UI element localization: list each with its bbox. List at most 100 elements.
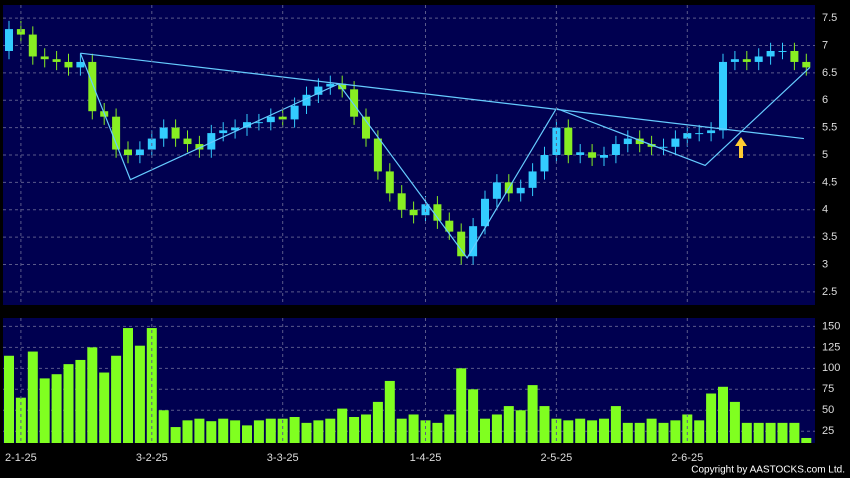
candle-body (5, 29, 13, 51)
volume-bar (789, 422, 800, 443)
volume-bar (765, 422, 776, 443)
candle-body (112, 116, 121, 150)
candle-body (481, 198, 489, 227)
candle-body (707, 130, 716, 134)
volume-bar (539, 406, 550, 443)
volume-bar (230, 420, 241, 443)
candle-body (350, 89, 359, 117)
y-tick-label: 75 (822, 383, 834, 395)
y-tick-label: 5.5 (822, 122, 837, 134)
candle-body (135, 149, 144, 155)
candle-body (373, 138, 382, 172)
candle-body (540, 155, 549, 172)
candle-body (671, 138, 680, 147)
volume-bar (551, 418, 562, 443)
x-tick-label: 1-4-25 (410, 452, 442, 464)
volume-bar (610, 406, 621, 443)
y-tick-label: 4.5 (822, 176, 837, 188)
y-tick-label: 150 (822, 320, 840, 332)
candle-body (492, 182, 501, 199)
candle-body (659, 146, 668, 148)
volume-bar (242, 425, 252, 443)
volume-bar (729, 401, 740, 443)
candle-body (564, 127, 573, 155)
y-tick-label: 25 (822, 425, 834, 437)
y-tick-label: 2.5 (822, 286, 837, 298)
volume-bar (4, 355, 14, 443)
candle-body (576, 152, 585, 155)
x-tick-label: 3-3-25 (267, 452, 299, 464)
footer: Copyright by AASTOCKS.com Ltd. (691, 465, 845, 476)
candle-body (790, 50, 799, 62)
candle-body (635, 138, 644, 145)
volume-bar (491, 414, 502, 443)
candle-body (385, 171, 394, 194)
volume-bar (182, 420, 193, 443)
volume-bar (456, 368, 467, 443)
candle-body (611, 144, 620, 155)
volume-bar (337, 408, 348, 443)
volume-bar (634, 422, 645, 443)
candle-body (754, 56, 763, 62)
volume-bar (134, 345, 145, 443)
candle-body (742, 59, 751, 62)
candle-body (231, 127, 240, 131)
candle-body (124, 149, 132, 155)
volume-bar (801, 437, 812, 443)
volume-bar (265, 418, 276, 443)
candle-body (683, 133, 692, 139)
volume-bar (599, 418, 609, 443)
candle-body (338, 83, 347, 90)
candle-body (207, 133, 216, 150)
volume-bar (277, 418, 288, 443)
volume-bar (99, 372, 110, 443)
volume-bar (420, 420, 431, 443)
candle-body (88, 61, 97, 112)
candle-body (623, 138, 632, 145)
volume-bar (408, 414, 419, 443)
volume-bar (384, 380, 395, 443)
candle-body (469, 226, 478, 257)
volume-bar (658, 422, 669, 443)
candle-body (52, 59, 61, 62)
candle-body (528, 171, 537, 188)
candle-body (766, 50, 775, 57)
volume-bar (75, 359, 86, 443)
candle-body (28, 34, 37, 57)
x-tick-label: 2-6-25 (671, 452, 703, 464)
volume-bar (349, 416, 360, 443)
volume-bar (51, 374, 62, 443)
candle-body (195, 144, 204, 150)
y-tick-label: 6.5 (822, 67, 837, 79)
x-tick-label: 2-5-25 (541, 452, 573, 464)
volume-bar (432, 422, 443, 443)
candle-body (314, 86, 323, 95)
y-tick-label: 5 (822, 149, 828, 161)
volume-bar (313, 420, 324, 443)
volume-bar (325, 418, 336, 443)
candle-body (243, 122, 251, 128)
candle-body (457, 231, 466, 257)
candle-body (266, 116, 275, 123)
candle-body (40, 56, 49, 60)
y-tick-label: 7 (822, 39, 828, 51)
candle-body (730, 59, 739, 62)
volume-bar (622, 422, 633, 443)
volume-bar (646, 418, 657, 443)
volume-bar (587, 420, 598, 443)
candle-body (159, 127, 168, 139)
volume-bar (575, 418, 586, 443)
x-tick-label: 3-2-25 (136, 452, 168, 464)
volume-bar (253, 420, 264, 443)
volume-bar (694, 420, 705, 443)
volume-bar (444, 414, 455, 443)
volume-bar (718, 386, 728, 443)
candle-body (778, 50, 787, 52)
candle-body (719, 61, 727, 131)
candle-body (516, 187, 525, 194)
candle-body (326, 83, 335, 87)
candle-body (64, 61, 73, 68)
volume-bar (39, 378, 50, 443)
y-tick-label: 7.5 (822, 12, 837, 24)
candle-body (76, 61, 85, 68)
